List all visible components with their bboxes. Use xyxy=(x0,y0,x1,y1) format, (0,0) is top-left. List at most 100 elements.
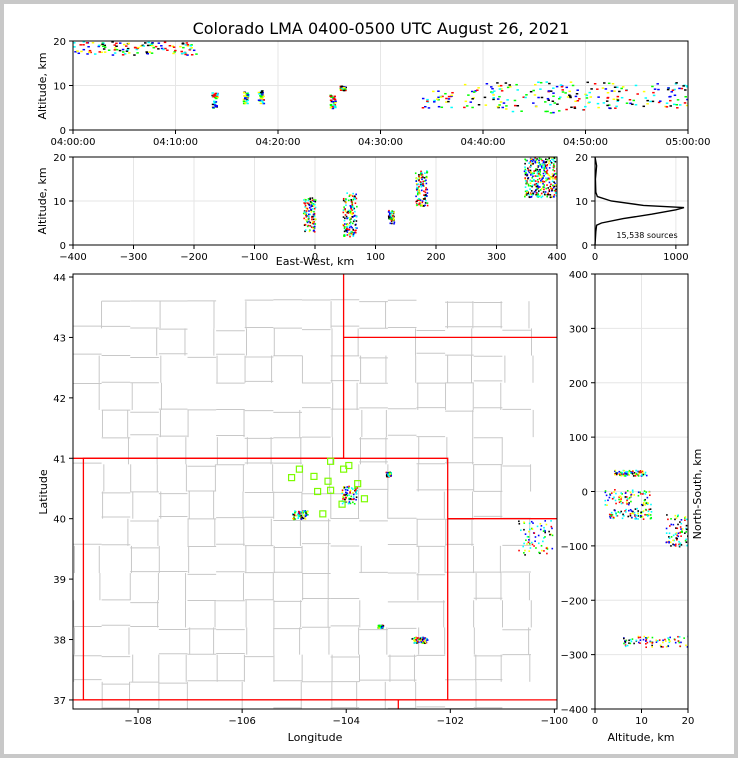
source-mark xyxy=(388,209,390,212)
source-mark xyxy=(419,199,422,201)
source-mark xyxy=(516,89,519,91)
source-mark xyxy=(537,181,540,183)
source-mark xyxy=(544,110,547,113)
source-mark xyxy=(568,90,571,93)
source-mark xyxy=(524,180,527,182)
source-mark xyxy=(629,508,632,511)
source-mark xyxy=(103,46,107,49)
source-mark xyxy=(547,187,550,189)
source-mark xyxy=(533,180,535,182)
source-mark xyxy=(620,510,623,513)
source-mark xyxy=(303,217,305,220)
source-mark xyxy=(341,88,344,90)
source-mark xyxy=(542,161,545,164)
source-mark xyxy=(352,498,355,501)
source-mark xyxy=(102,42,105,45)
source-mark xyxy=(667,645,670,648)
source-mark xyxy=(539,174,542,176)
source-mark xyxy=(548,167,551,169)
source-mark xyxy=(524,96,527,99)
source-mark xyxy=(528,550,531,552)
source-mark xyxy=(343,498,346,501)
source-mark xyxy=(549,90,553,92)
source-mark xyxy=(643,635,646,638)
source-mark xyxy=(344,223,346,225)
source-mark xyxy=(137,46,140,49)
source-mark xyxy=(546,164,548,167)
source-mark xyxy=(568,94,571,96)
source-mark xyxy=(685,104,688,107)
source-mark xyxy=(547,193,550,196)
source-mark xyxy=(550,161,553,164)
source-mark xyxy=(504,82,508,84)
source-mark xyxy=(544,173,547,175)
source-mark xyxy=(351,488,354,490)
source-mark xyxy=(686,98,688,101)
source-mark xyxy=(415,182,418,185)
source-mark xyxy=(102,48,106,50)
source-mark xyxy=(597,106,600,109)
source-mark xyxy=(389,217,391,219)
source-mark xyxy=(551,177,554,180)
source-mark xyxy=(341,502,344,505)
source-mark xyxy=(313,207,316,210)
source-mark xyxy=(311,226,313,229)
source-mark xyxy=(352,496,355,498)
source-mark xyxy=(670,536,673,538)
source-mark xyxy=(683,637,685,639)
source-mark xyxy=(313,210,315,213)
source-mark xyxy=(213,95,217,97)
source-mark xyxy=(121,48,125,51)
altitude-tick-label: 20 xyxy=(575,153,588,164)
source-mark xyxy=(542,186,545,188)
time-height-ylabel: Altitude, km xyxy=(36,52,49,119)
source-mark xyxy=(531,194,534,196)
source-mark xyxy=(213,102,216,104)
source-mark xyxy=(352,235,355,237)
source-mark xyxy=(355,498,357,501)
source-mark xyxy=(511,110,515,113)
source-mark xyxy=(418,179,420,181)
source-mark xyxy=(525,194,528,196)
source-mark xyxy=(605,494,608,497)
source-mark xyxy=(334,101,337,104)
source-mark xyxy=(416,190,419,193)
source-mark xyxy=(614,107,617,109)
source-mark xyxy=(653,88,657,90)
source-mark xyxy=(527,192,529,194)
source-mark xyxy=(354,231,357,234)
state-line xyxy=(82,457,449,701)
source-mark xyxy=(606,504,608,506)
source-mark xyxy=(609,517,612,519)
source-mark xyxy=(643,499,646,502)
source-mark xyxy=(585,97,589,99)
source-mark xyxy=(632,475,635,477)
altitude-tick-label: 10 xyxy=(635,716,648,727)
source-mark xyxy=(344,488,347,491)
source-mark xyxy=(418,175,420,178)
source-mark xyxy=(422,176,424,178)
source-mark xyxy=(630,640,633,643)
source-mark xyxy=(308,210,310,212)
source-mark xyxy=(355,488,357,491)
source-mark xyxy=(195,53,198,55)
source-mark xyxy=(660,645,663,648)
source-mark xyxy=(485,83,489,85)
source-mark xyxy=(529,90,533,93)
source-mark xyxy=(685,527,687,530)
source-mark xyxy=(554,192,557,195)
source-mark xyxy=(342,486,345,489)
source-mark xyxy=(414,639,417,641)
source-mark xyxy=(553,181,555,183)
source-mark xyxy=(645,640,647,642)
source-mark xyxy=(542,540,544,543)
source-mark xyxy=(115,45,118,47)
source-mark xyxy=(675,538,678,541)
source-mark xyxy=(349,218,351,221)
source-mark xyxy=(82,41,86,43)
source-mark xyxy=(546,546,549,549)
source-mark xyxy=(349,491,351,494)
source-mark xyxy=(676,534,679,537)
source-mark xyxy=(103,44,107,47)
source-mark xyxy=(259,92,263,94)
